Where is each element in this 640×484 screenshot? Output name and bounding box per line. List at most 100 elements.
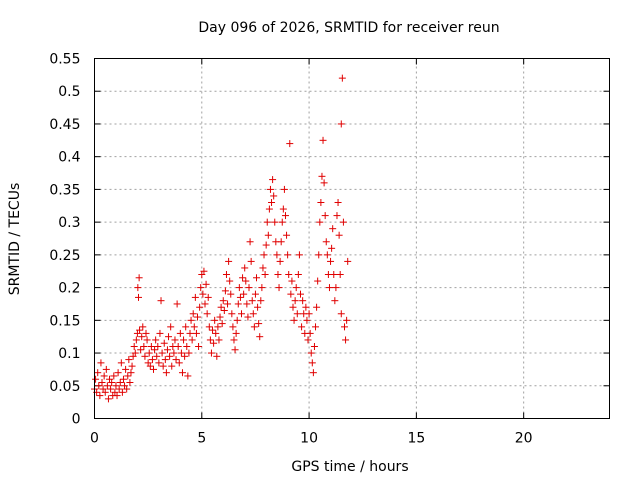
data-point xyxy=(295,251,303,259)
data-point xyxy=(167,323,175,331)
data-point xyxy=(118,388,126,396)
data-point xyxy=(244,313,252,321)
data-point xyxy=(142,329,150,337)
data-point xyxy=(309,369,317,377)
data-point xyxy=(294,271,302,278)
x-tick-label: 5 xyxy=(197,431,206,447)
data-point xyxy=(334,199,342,206)
data-point xyxy=(107,385,115,393)
data-point xyxy=(230,336,238,344)
data-point xyxy=(231,346,239,354)
data-point xyxy=(281,212,289,220)
data-point xyxy=(259,264,267,272)
data-point xyxy=(257,297,265,305)
chart-title: Day 096 of 2026, SRMTID for receiver reu… xyxy=(198,20,499,36)
data-point xyxy=(337,120,345,128)
data-point xyxy=(256,333,264,341)
data-point xyxy=(241,264,249,272)
data-point xyxy=(162,369,170,377)
data-point xyxy=(303,316,311,324)
data-point xyxy=(328,244,336,252)
data-point xyxy=(232,329,240,337)
data-point xyxy=(123,385,131,393)
y-tick-label: 0.2 xyxy=(58,281,80,297)
data-point xyxy=(138,333,146,341)
x-axis-label: GPS time / hours xyxy=(291,459,408,475)
data-point xyxy=(100,372,108,380)
data-point xyxy=(335,231,343,239)
x-ticks: 0 5 10 15 20 xyxy=(90,58,533,447)
data-point xyxy=(332,284,340,292)
data-point xyxy=(305,310,313,318)
data-point xyxy=(276,257,284,265)
data-point xyxy=(213,352,221,360)
data-point xyxy=(141,352,149,360)
data-point xyxy=(246,238,254,246)
data-point xyxy=(160,339,168,347)
data-point xyxy=(152,336,160,344)
x-tick-label: 20 xyxy=(515,431,533,447)
data-point xyxy=(101,388,109,396)
data-point xyxy=(158,349,166,357)
data-point xyxy=(95,382,103,390)
data-point xyxy=(268,199,276,206)
data-point xyxy=(307,349,315,357)
data-point xyxy=(176,329,184,337)
data-point xyxy=(340,323,348,331)
data-point xyxy=(136,326,144,334)
data-point xyxy=(289,303,297,311)
data-point xyxy=(302,303,310,311)
data-point xyxy=(260,251,268,259)
data-point xyxy=(168,362,176,370)
data-point xyxy=(290,316,298,324)
data-point xyxy=(344,257,352,265)
data-point xyxy=(333,212,341,220)
y-tick-label: 0.5 xyxy=(58,84,80,100)
data-point xyxy=(319,136,327,144)
data-point xyxy=(312,323,320,331)
data-point xyxy=(210,339,218,347)
data-point xyxy=(161,356,169,364)
data-point xyxy=(239,274,247,282)
data-point xyxy=(135,274,143,282)
data-point xyxy=(94,369,102,377)
data-point xyxy=(320,179,328,187)
data-points xyxy=(91,74,352,403)
data-point xyxy=(205,323,213,331)
data-point xyxy=(147,343,155,350)
data-point xyxy=(159,362,167,370)
data-point xyxy=(191,293,199,301)
y-tick-label: 0.1 xyxy=(58,346,80,362)
data-point xyxy=(310,343,318,350)
data-point xyxy=(258,284,266,292)
data-point xyxy=(140,343,148,350)
data-point xyxy=(195,343,203,350)
data-point xyxy=(183,343,191,350)
data-point xyxy=(131,349,139,357)
data-point xyxy=(175,359,183,367)
data-point xyxy=(255,320,263,328)
data-point xyxy=(338,74,346,82)
data-point xyxy=(134,293,142,301)
data-point xyxy=(132,336,140,344)
data-point xyxy=(207,349,215,357)
data-point xyxy=(96,392,104,400)
data-point xyxy=(126,379,134,386)
data-point xyxy=(274,271,282,278)
data-point xyxy=(225,257,233,265)
data-point xyxy=(285,271,293,278)
data-point xyxy=(178,369,186,377)
data-point xyxy=(217,303,225,311)
data-point xyxy=(157,297,165,305)
data-point xyxy=(269,176,277,184)
data-point xyxy=(212,329,220,337)
data-point xyxy=(247,257,255,265)
data-point xyxy=(286,140,294,148)
data-point xyxy=(323,251,331,259)
data-point xyxy=(271,218,279,226)
data-point xyxy=(330,271,338,278)
data-point xyxy=(234,300,242,308)
data-point xyxy=(339,218,347,226)
data-point xyxy=(196,303,204,311)
